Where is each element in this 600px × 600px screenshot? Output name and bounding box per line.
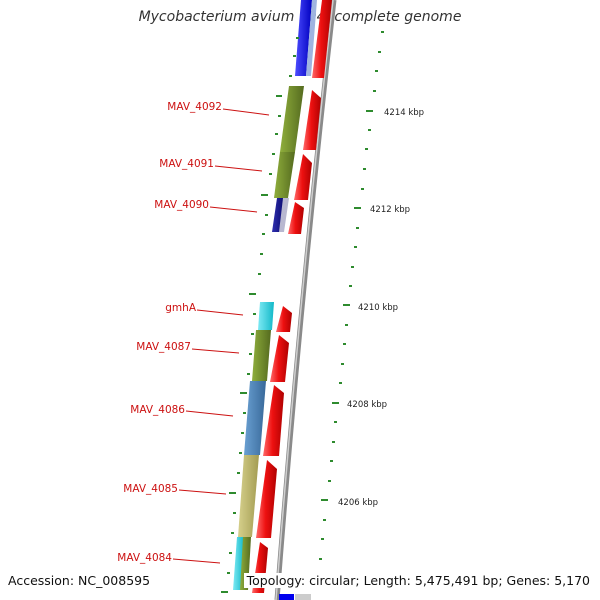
gene-box-mav-4085 — [238, 455, 259, 537]
genome-backbone — [274, 0, 337, 600]
kbp-label-4214: 4214 kbp — [384, 108, 424, 118]
gene-labels: MAV_4092 MAV_4091 MAV_4090 gmhA MAV_4087… — [117, 101, 270, 564]
gene-arrow-mav-4085 — [256, 460, 277, 538]
leader-mav-4084 — [172, 558, 221, 564]
gene-arrow-bottom — [279, 594, 294, 600]
gene-arrow-gmha — [276, 306, 292, 332]
gene-box-blue-top — [295, 0, 312, 76]
inner-dot-track — [221, 37, 299, 593]
gene-label-mav-4085: MAV_4085 — [123, 483, 178, 495]
gene-label-mav-4090: MAV_4090 — [154, 199, 209, 211]
leader-mav-4086 — [185, 410, 234, 417]
kbp-label-4208: 4208 kbp — [347, 400, 387, 410]
reverse-strand-genes — [233, 0, 317, 590]
leader-mav-4091 — [214, 165, 263, 172]
gene-label-mav-4092: MAV_4092 — [167, 101, 222, 113]
gene-label-mav-4091: MAV_4091 — [159, 158, 214, 170]
leader-mav-4090 — [209, 206, 258, 213]
kbp-scale-labels: 4214 kbp 4212 kbp 4210 kbp 4208 kbp 4206… — [338, 108, 424, 508]
gene-box-mav-4090-grey — [279, 198, 289, 232]
kbp-label-4210: 4210 kbp — [358, 303, 398, 313]
gene-arrow-mav-4086 — [263, 385, 284, 456]
kbp-label-4212: 4212 kbp — [370, 205, 410, 215]
gene-box-mav-4087 — [252, 330, 271, 381]
gene-label-mav-4087: MAV_4087 — [136, 341, 191, 353]
gene-label-mav-4086: MAV_4086 — [130, 404, 185, 416]
gene-label-gmha: gmhA — [165, 302, 197, 314]
gene-box-mav-4092 — [280, 86, 304, 152]
kbp-label-4206: 4206 kbp — [338, 498, 378, 508]
gene-arrow-top — [312, 0, 332, 78]
gene-arrow-mav-4091 — [294, 154, 312, 200]
gene-box-mav-4086 — [244, 381, 266, 455]
genome-summary-footer: Topology: circular; Length: 5,475,491 bp… — [243, 573, 590, 588]
gene-box-light-top — [306, 0, 317, 76]
leader-mav-4087 — [191, 348, 240, 354]
gene-label-mav-4084: MAV_4084 — [117, 552, 172, 564]
accession-footer: Accession: NC_008595 — [8, 573, 151, 588]
gene-box-gmha — [258, 302, 274, 330]
outer-tick-track — [317, 31, 384, 579]
leader-gmha — [196, 309, 244, 316]
gene-arrow-mav-4092 — [303, 90, 321, 150]
gene-arrow-mav-4090 — [288, 202, 304, 234]
leader-mav-4092 — [222, 108, 270, 116]
gene-arrow-mav-4087 — [270, 335, 289, 382]
gene-box-mav-4091 — [274, 152, 295, 198]
leader-mav-4085 — [178, 489, 227, 495]
gene-arrow-bottom-grey — [295, 594, 311, 600]
